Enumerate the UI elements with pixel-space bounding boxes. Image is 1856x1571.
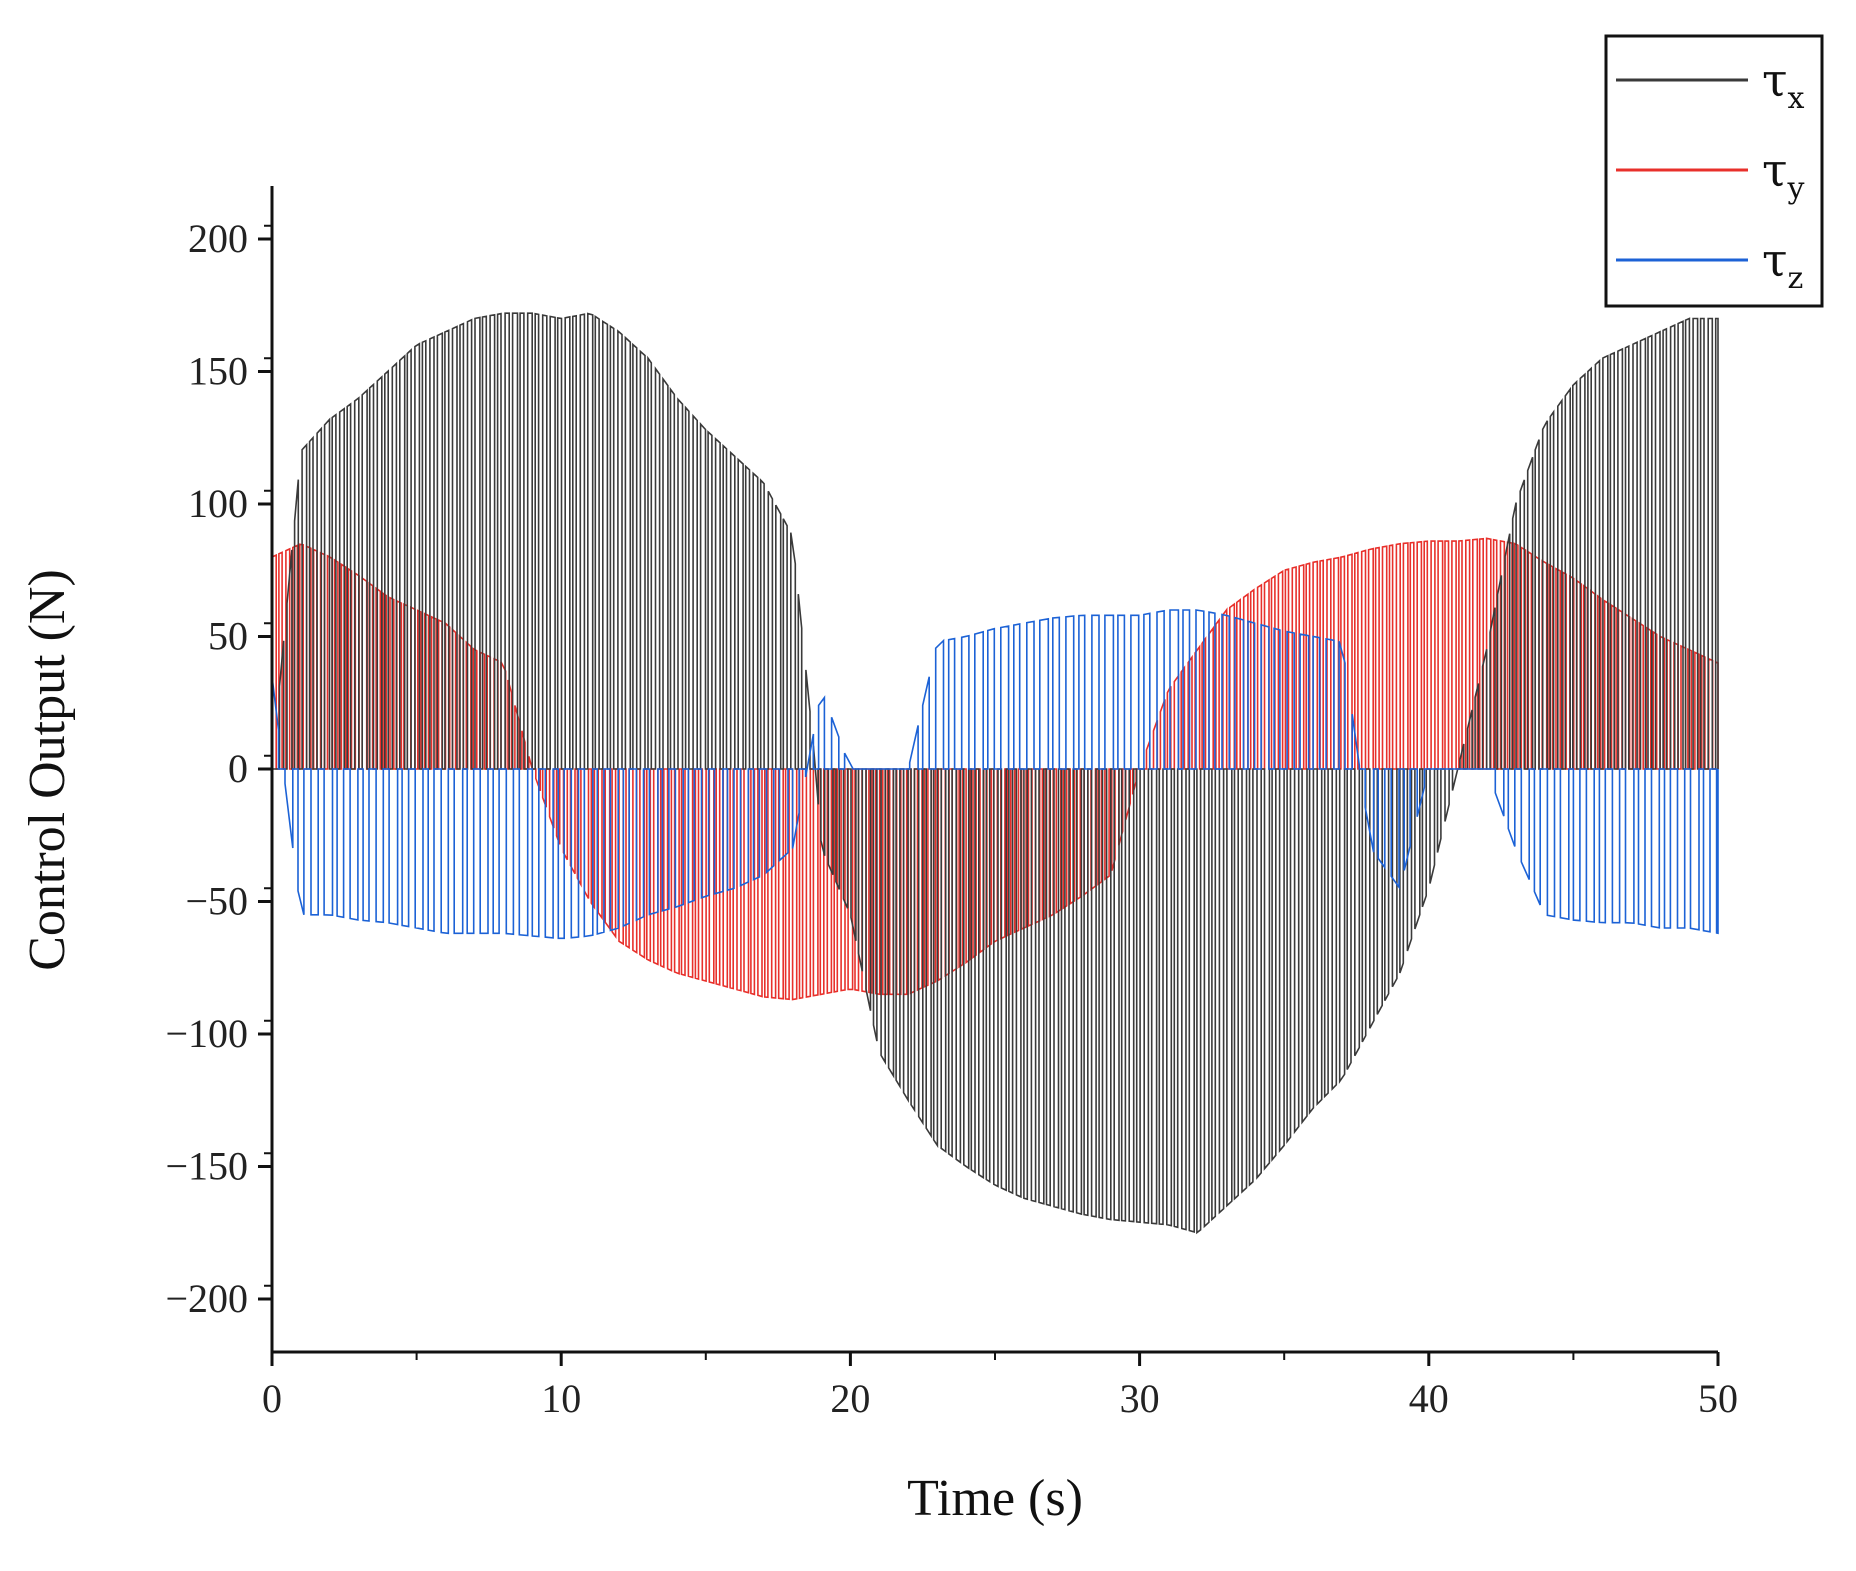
x-tick-label: 10 (541, 1376, 581, 1421)
y-tick-label: 50 (208, 614, 248, 659)
y-tick-label: 200 (188, 216, 248, 261)
y-tick-label: −150 (165, 1144, 248, 1189)
x-tick-label: 0 (262, 1376, 282, 1421)
y-tick-label: −100 (165, 1011, 248, 1056)
x-tick-label: 20 (830, 1376, 870, 1421)
legend-label: τy (1762, 143, 1804, 206)
x-axis-title: Time (s) (907, 1470, 1083, 1527)
x-tick-label: 40 (1409, 1376, 1449, 1421)
series-line (271, 609, 1719, 940)
series-group (271, 609, 1719, 940)
x-tick-label: 50 (1698, 1376, 1738, 1421)
y-tick-label: −50 (185, 879, 248, 924)
y-tick-label: 150 (188, 349, 248, 394)
legend-label: τx (1762, 53, 1804, 116)
y-tick-label: −200 (165, 1276, 248, 1321)
y-tick-label: 0 (228, 746, 248, 791)
legend-label: τz (1762, 233, 1803, 296)
y-tick-label: 100 (188, 481, 248, 526)
y-axis-title: Control Output (N) (19, 569, 76, 971)
x-tick-label: 30 (1120, 1376, 1160, 1421)
series-layer (271, 312, 1719, 1235)
tick-layer: 0 10 20 30 40 50 −200 −150 −100 −50 0 50 100 150 200 (165, 216, 1738, 1421)
legend: τx τy τz (1604, 34, 1824, 308)
